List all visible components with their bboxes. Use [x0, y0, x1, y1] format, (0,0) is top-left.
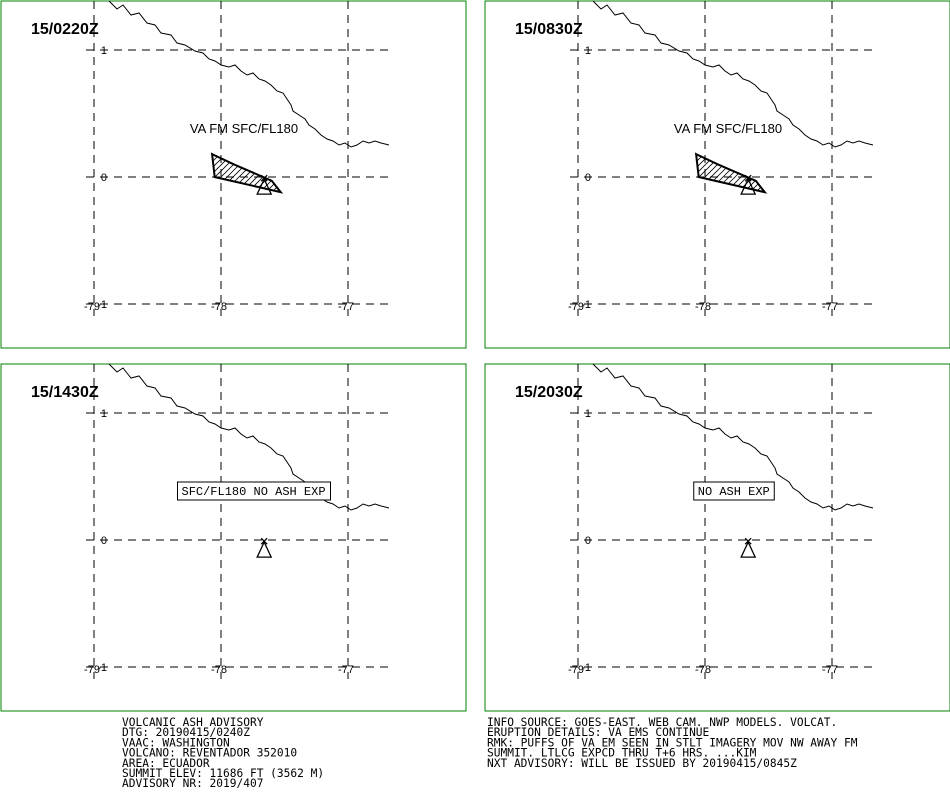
longitude-tick-label: -79 [84, 301, 100, 313]
longitude-tick-label: -79 [84, 664, 100, 676]
coastline [108, 0, 390, 148]
ash-status-label: SFC/FL180 NO ASH EXP [182, 485, 326, 499]
panel-time-title: 15/0830Z [515, 21, 583, 38]
longitude-tick-label: -79 [568, 664, 584, 676]
latitude-tick-label: 0 [585, 172, 591, 184]
advisory-right-line: INFO SOURCE: GOES-EAST. WEB CAM. NWP MOD… [487, 716, 837, 729]
latitude-tick-label: -1 [97, 299, 107, 311]
advisory-left-line: VOLCANO: REVENTADOR 352010 [122, 747, 297, 760]
ash-cloud-polygon [210, 152, 284, 194]
latitude-tick-label: -1 [581, 662, 591, 674]
ash-extent-label: VA FM SFC/FL180 [674, 121, 782, 136]
latitude-tick-label: -1 [97, 662, 107, 674]
advisory-right-line: NXT ADVISORY: WILL BE ISSUED BY 20190415… [487, 757, 797, 770]
panel-frame [0, 0, 467, 349]
advisory-left-line: DTG: 20190415/0240Z [122, 726, 250, 739]
volcano-icon [740, 174, 757, 195]
volcano-icon [740, 537, 757, 558]
longitude-tick-label: -78 [211, 301, 227, 313]
ash-status-box [177, 481, 331, 501]
longitude-tick-label: -77 [822, 301, 838, 313]
ash-cloud-polygon [694, 152, 768, 194]
longitude-tick-label: -77 [338, 664, 354, 676]
longitude-tick-label: -78 [695, 301, 711, 313]
longitude-tick-label: -77 [822, 664, 838, 676]
latitude-tick-label: 1 [101, 45, 107, 57]
longitude-tick-label: -78 [695, 664, 711, 676]
ash-status-label: NO ASH EXP [698, 485, 770, 499]
advisory-left-line: VOLCANIC ASH ADVISORY [122, 716, 264, 729]
coastline [592, 363, 874, 511]
advisory-left-line: VAAC: WASHINGTON [122, 736, 230, 749]
advisory-right-line: ERUPTION DETAILS: VA EMS CONTINUE [487, 726, 710, 739]
advisory-left-line: ADVISORY NR: 2019/407 [122, 777, 263, 790]
panel-time-title: 15/0220Z [31, 21, 99, 38]
panel-time-title: 15/2030Z [515, 384, 583, 401]
panel-frame [484, 363, 950, 712]
longitude-tick-label: -79 [568, 301, 584, 313]
latitude-tick-label: -1 [581, 299, 591, 311]
advisory-left-line: AREA: ECUADOR [122, 757, 210, 770]
ash-extent-label: VA FM SFC/FL180 [190, 121, 298, 136]
latitude-tick-label: 0 [101, 172, 107, 184]
latitude-tick-label: 0 [101, 535, 107, 547]
volcano-icon [256, 537, 273, 558]
panel-time-title: 15/1430Z [31, 384, 99, 401]
coastline [108, 363, 390, 511]
latitude-tick-label: 0 [585, 535, 591, 547]
advisory-right-line: RMK: PUFFS OF VA EM SEEN IN STLT IMAGERY… [487, 736, 858, 749]
forecast-panel-3: 1 0 -1-79 -78 -77 15/1430Z SFC/FL180 NO ASH EX… [0, 363, 467, 712]
ash-status-box [693, 481, 775, 501]
panel-frame [0, 363, 467, 712]
latitude-tick-label: 1 [101, 408, 107, 420]
advisory-right-line: SUMMIT. LTLCG EXPCD THRU T+6 HRS. ...KIM [487, 747, 757, 760]
coastline [592, 0, 874, 148]
volcano-icon [256, 174, 273, 195]
latitude-tick-label: 1 [585, 45, 591, 57]
forecast-panel-4: 1 0 -1-79 -78 -77 15/2030Z NO ASH EXP [484, 363, 950, 712]
forecast-panel-2: 1 0 -1-79 -78 -77 15/0830Z VA FM SFC/FL180 [484, 0, 950, 349]
longitude-tick-label: -77 [338, 301, 354, 313]
panel-frame [484, 0, 950, 349]
advisory-left-line: SUMMIT ELEV: 11686 FT (3562 M) [122, 767, 324, 780]
longitude-tick-label: -78 [211, 664, 227, 676]
forecast-panel-1: 1 0 -1-79 -78 -77 15/0220Z VA FM SFC/FL180 [0, 0, 467, 349]
latitude-tick-label: 1 [585, 408, 591, 420]
